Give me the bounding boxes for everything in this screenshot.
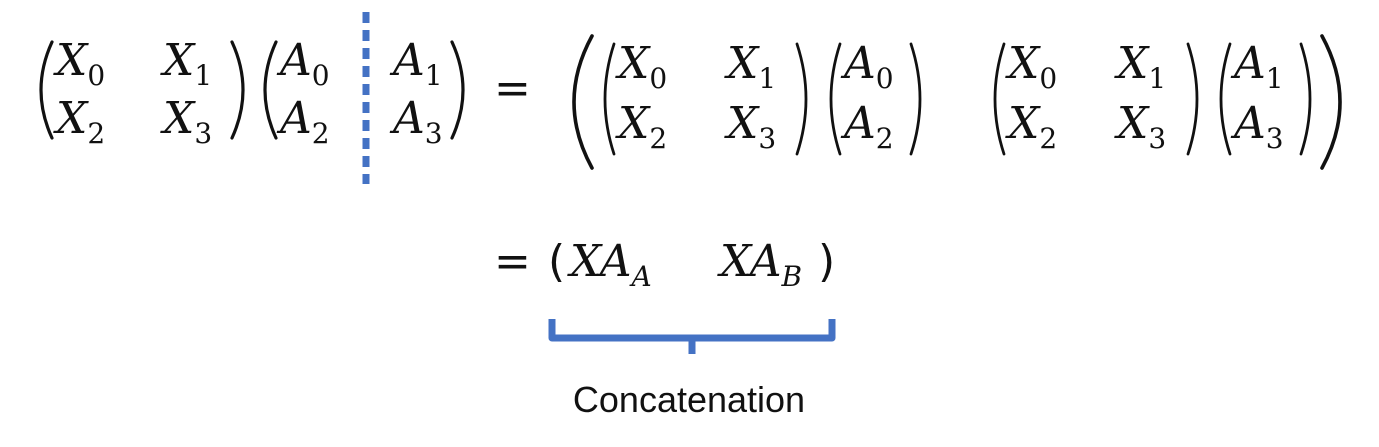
- result-term-a: XAA: [567, 236, 652, 293]
- matrix-entry: A2: [840, 98, 894, 155]
- matrix-entry: X0: [1005, 38, 1057, 95]
- left-paren: [263, 40, 278, 140]
- right-paren: [1186, 42, 1199, 156]
- right-paren: [230, 40, 245, 140]
- block2-column-a: A1 A3: [1219, 38, 1312, 156]
- outer-left-paren: [572, 34, 594, 170]
- matrix-entry: A3: [389, 93, 443, 150]
- matrix-entry: A1: [1230, 38, 1284, 95]
- left-paren: [1219, 42, 1232, 156]
- matrix-x-left: X0 X1 X2 X3: [39, 35, 245, 150]
- left-paren: [39, 40, 54, 140]
- matrix-entry: X2: [53, 93, 105, 150]
- block1-matrix-x: X0 X1 X2 X3: [603, 38, 808, 156]
- result-open-paren: (: [548, 236, 565, 287]
- caption-label: Concatenation: [573, 379, 805, 420]
- matrix-entry: A0: [276, 35, 330, 92]
- matrix-entry: X1: [1114, 38, 1166, 95]
- left-paren: [993, 42, 1006, 156]
- matrix-a-left: A0 A1 A2 A3: [263, 35, 465, 150]
- equals-sign: =: [494, 63, 531, 114]
- matrix-entry: A3: [1230, 98, 1284, 155]
- matrix-entry: A2: [276, 93, 330, 150]
- left-paren: [603, 42, 616, 156]
- outer-right-paren: [1320, 34, 1342, 170]
- right-paren: [909, 42, 922, 156]
- matrix-entry: X0: [615, 38, 667, 95]
- matrix-entry: A1: [389, 35, 443, 92]
- matrix-entry: X0: [53, 35, 105, 92]
- matrix-entry: X2: [1005, 98, 1057, 155]
- matrix-entry: X1: [724, 38, 776, 95]
- matrix-entry: X3: [160, 93, 212, 150]
- result-term-b: XAB: [717, 236, 802, 293]
- right-paren: [450, 40, 465, 140]
- right-paren: [1299, 42, 1312, 156]
- matrix-entry: X3: [724, 98, 776, 155]
- block2-matrix-x: X0 X1 X2 X3: [993, 38, 1199, 156]
- matrix-entry: X2: [615, 98, 667, 155]
- concatenation-brace: [548, 319, 836, 354]
- matrix-entry: X3: [1114, 98, 1166, 155]
- matrix-entry: X1: [160, 35, 212, 92]
- matrix-entry: A0: [840, 38, 894, 95]
- block1-column-a: A0 A2: [829, 38, 922, 156]
- result-close-paren: ): [818, 236, 835, 287]
- right-paren: [795, 42, 808, 156]
- equals-sign: =: [494, 236, 531, 287]
- left-paren: [829, 42, 842, 156]
